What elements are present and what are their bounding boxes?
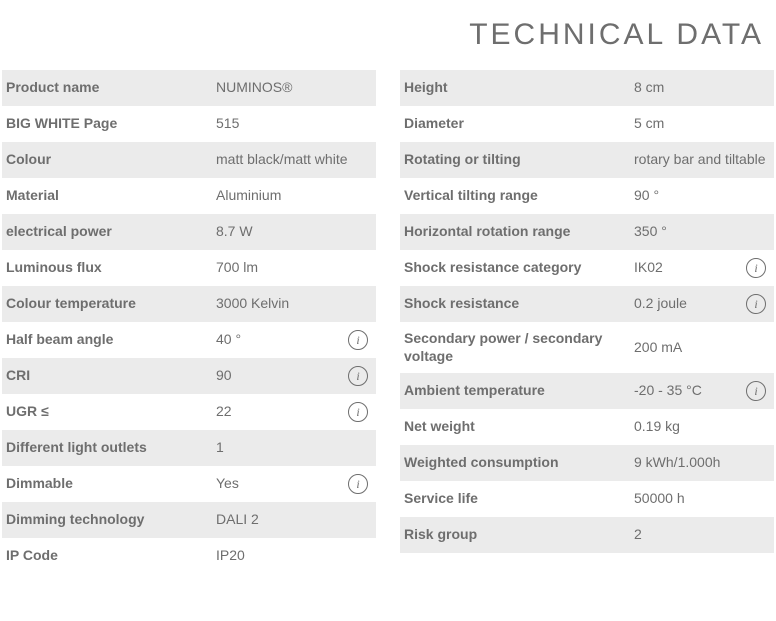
spec-row: Risk group2	[400, 517, 774, 553]
spec-label: BIG WHITE Page	[6, 115, 216, 133]
spec-label: Luminous flux	[6, 259, 216, 277]
spec-columns: Product nameNUMINOS®BIG WHITE Page515Col…	[0, 70, 776, 574]
spec-row: electrical power8.7 W	[2, 214, 376, 250]
spec-value: 0.19 kg	[634, 418, 766, 436]
spec-label: Rotating or tilting	[404, 151, 634, 169]
spec-row: Shock resistance0.2 joule i	[400, 286, 774, 322]
spec-value: IP20	[216, 547, 368, 565]
spec-row: Product nameNUMINOS®	[2, 70, 376, 106]
spec-value: NUMINOS®	[216, 79, 368, 97]
spec-value: 8.7 W	[216, 223, 368, 241]
spec-row: Rotating or tiltingrotary bar and tiltab…	[400, 142, 774, 178]
spec-value: 0.2 joule	[634, 295, 740, 313]
spec-label: Dimming technology	[6, 511, 216, 529]
spec-label: Dimmable	[6, 475, 216, 493]
spec-value: 8 cm	[634, 79, 766, 97]
spec-label: Net weight	[404, 418, 634, 436]
spec-value: Aluminium	[216, 187, 368, 205]
spec-value: 700 lm	[216, 259, 368, 277]
spec-row: Vertical tilting range90 °	[400, 178, 774, 214]
spec-label: Weighted consumption	[404, 454, 634, 472]
spec-row: Ambient temperature-20 - 35 °C i	[400, 373, 774, 409]
spec-value: 40 °	[216, 331, 342, 349]
spec-label: Half beam angle	[6, 331, 216, 349]
page-title: TECHNICAL DATA	[0, 0, 776, 70]
spec-value: -20 - 35 °C	[634, 382, 740, 400]
spec-value: 50000 h	[634, 490, 766, 508]
spec-value: 90	[216, 367, 342, 385]
spec-row: Colourmatt black/matt white	[2, 142, 376, 178]
spec-row: Weighted consumption9 kWh/1.000h	[400, 445, 774, 481]
spec-row: DimmableYesi	[2, 466, 376, 502]
spec-label: Secondary power / sec­ondary voltage	[404, 330, 634, 365]
spec-row: Service life50000 h	[400, 481, 774, 517]
spec-row: Colour temperature3000 Kelvin	[2, 286, 376, 322]
spec-row: Shock resistance categoryIK02 i	[400, 250, 774, 286]
spec-value: Yes	[216, 475, 342, 493]
info-icon[interactable]: i	[348, 474, 368, 494]
spec-label: electrical power	[6, 223, 216, 241]
spec-row: Diameter5 cm	[400, 106, 774, 142]
spec-label: Vertical tilting range	[404, 187, 634, 205]
spec-value: 350 °	[634, 223, 766, 241]
spec-row: IP CodeIP20	[2, 538, 376, 574]
spec-row: MaterialAluminium	[2, 178, 376, 214]
spec-label: Product name	[6, 79, 216, 97]
spec-value: 1	[216, 439, 368, 457]
spec-row: Net weight0.19 kg	[400, 409, 774, 445]
spec-value: 5 cm	[634, 115, 766, 133]
info-icon[interactable]: i	[746, 258, 766, 278]
spec-label: Shock resistance category	[404, 259, 634, 277]
spec-value: 9 kWh/1.000h	[634, 454, 766, 472]
spec-value: matt black/matt white	[216, 151, 368, 169]
spec-value: 22	[216, 403, 342, 421]
spec-label: Service life	[404, 490, 634, 508]
spec-column-left: Product nameNUMINOS®BIG WHITE Page515Col…	[2, 70, 376, 574]
spec-label: Risk group	[404, 526, 634, 544]
spec-row: Half beam angle40 ° i	[2, 322, 376, 358]
spec-label: Material	[6, 187, 216, 205]
spec-value: 515	[216, 115, 368, 133]
spec-row: UGR ≤22 i	[2, 394, 376, 430]
spec-row: CRI90 i	[2, 358, 376, 394]
spec-label: Diameter	[404, 115, 634, 133]
spec-label: UGR ≤	[6, 403, 216, 421]
spec-row: BIG WHITE Page515	[2, 106, 376, 142]
spec-value: IK02	[634, 259, 740, 277]
spec-label: Horizontal rotation range	[404, 223, 634, 241]
spec-row: Horizontal rotation range350 °	[400, 214, 774, 250]
spec-value: rotary bar and tiltable	[634, 151, 766, 169]
spec-label: CRI	[6, 367, 216, 385]
spec-label: Different light outlets	[6, 439, 216, 457]
spec-column-right: Height8 cmDiameter5 cmRotating or tiltin…	[400, 70, 774, 574]
spec-label: Ambient temperature	[404, 382, 634, 400]
info-icon[interactable]: i	[348, 330, 368, 350]
spec-value: 2	[634, 526, 766, 544]
spec-label: Shock resistance	[404, 295, 634, 313]
spec-label: Height	[404, 79, 634, 97]
spec-row: Height8 cm	[400, 70, 774, 106]
spec-value: 3000 Kelvin	[216, 295, 368, 313]
info-icon[interactable]: i	[348, 402, 368, 422]
spec-value: 90 °	[634, 187, 766, 205]
info-icon[interactable]: i	[746, 294, 766, 314]
spec-row: Different light outlets1	[2, 430, 376, 466]
info-icon[interactable]: i	[746, 381, 766, 401]
spec-label: Colour temperature	[6, 295, 216, 313]
spec-value: 200 mA	[634, 339, 766, 357]
spec-value: DALI 2	[216, 511, 368, 529]
spec-row: Secondary power / sec­ondary voltage200 …	[400, 322, 774, 373]
info-icon[interactable]: i	[348, 366, 368, 386]
spec-row: Luminous flux700 lm	[2, 250, 376, 286]
spec-row: Dimming technologyDALI 2	[2, 502, 376, 538]
spec-label: IP Code	[6, 547, 216, 565]
spec-label: Colour	[6, 151, 216, 169]
